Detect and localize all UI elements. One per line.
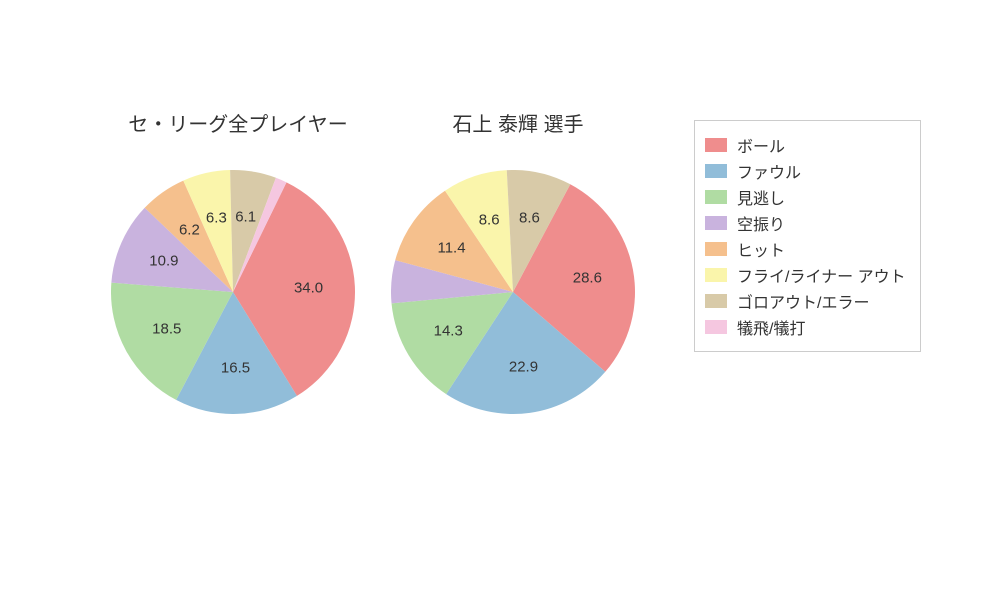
legend-label-ball: ボール xyxy=(737,133,785,157)
pie-label-league-hit: 6.2 xyxy=(179,222,200,239)
legend: ボールファウル見逃し空振りヒットフライ/ライナー アウトゴロアウト/エラー犠飛/… xyxy=(694,120,921,352)
pie-label-league-swinging: 10.9 xyxy=(149,253,178,270)
pie-label-player-ground_err: 8.6 xyxy=(519,210,540,227)
legend-swatch-looking xyxy=(705,190,727,204)
pie-label-league-ground_err: 6.1 xyxy=(235,209,256,226)
legend-label-looking: 見逃し xyxy=(737,185,785,209)
pie-label-league-foul: 16.5 xyxy=(221,359,250,376)
pie-label-player-fly_liner: 8.6 xyxy=(479,212,500,229)
legend-label-ground_err: ゴロアウト/エラー xyxy=(737,289,869,313)
legend-item-hit: ヒット xyxy=(705,237,906,261)
legend-item-swinging: 空振り xyxy=(705,211,906,235)
legend-label-foul: ファウル xyxy=(737,159,801,183)
legend-swatch-sac xyxy=(705,320,727,334)
legend-swatch-foul xyxy=(705,164,727,178)
pie-label-player-hit: 11.4 xyxy=(437,239,465,256)
legend-item-looking: 見逃し xyxy=(705,185,906,209)
legend-item-foul: ファウル xyxy=(705,159,906,183)
chart-title-player: 石上 泰輝 選手 xyxy=(418,108,618,137)
chart-stage: セ・リーグ全プレイヤー 34.0 16.5 18.5 10.96.2 6.3 6.1 石上 泰… xyxy=(0,0,1000,600)
pie-player xyxy=(391,170,635,414)
legend-swatch-ground_err xyxy=(705,294,727,308)
legend-item-fly_liner: フライ/ライナー アウト xyxy=(705,263,906,287)
chart-title-league: セ・リーグ全プレイヤー xyxy=(118,108,358,137)
pie-label-player-foul: 22.9 xyxy=(509,358,538,375)
legend-label-fly_liner: フライ/ライナー アウト xyxy=(737,263,906,287)
pie-label-league-ball: 34.0 xyxy=(294,280,323,297)
pie-label-league-looking: 18.5 xyxy=(152,320,181,337)
legend-swatch-ball xyxy=(705,138,727,152)
legend-swatch-swinging xyxy=(705,216,727,230)
legend-label-sac: 犠飛/犠打 xyxy=(737,315,805,339)
legend-swatch-hit xyxy=(705,242,727,256)
pie-label-player-ball: 28.6 xyxy=(573,270,602,287)
legend-item-sac: 犠飛/犠打 xyxy=(705,315,906,339)
legend-label-swinging: 空振り xyxy=(737,211,785,235)
legend-swatch-fly_liner xyxy=(705,268,727,282)
pie-label-player-looking: 14.3 xyxy=(434,323,463,340)
legend-item-ground_err: ゴロアウト/エラー xyxy=(705,289,906,313)
legend-item-ball: ボール xyxy=(705,133,906,157)
pie-label-league-fly_liner: 6.3 xyxy=(206,210,227,227)
legend-label-hit: ヒット xyxy=(737,237,785,261)
